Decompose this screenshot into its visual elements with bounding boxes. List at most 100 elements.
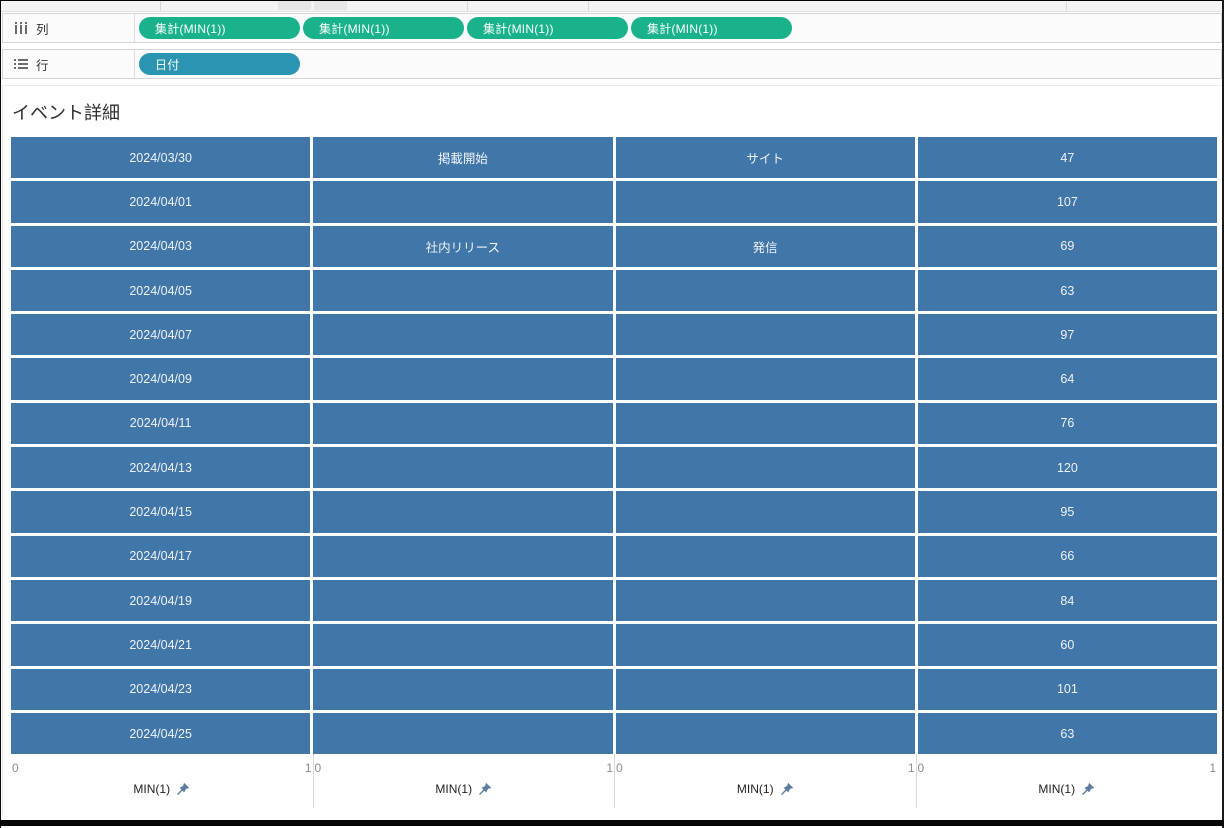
pin-icon[interactable] xyxy=(478,782,492,796)
columns-shelf-label-text: 列 xyxy=(36,22,49,37)
mark-bar[interactable] xyxy=(313,712,613,755)
mark-bar[interactable]: 2024/04/01 xyxy=(11,181,311,223)
mark-bar[interactable] xyxy=(313,668,613,710)
mark-bar[interactable] xyxy=(313,269,613,312)
mark-bar[interactable]: 2024/04/25 xyxy=(11,712,311,755)
pill-aggregate-min1[interactable]: 集計(MIN(1)) xyxy=(139,17,300,39)
sheet-title: イベント詳細 xyxy=(12,103,120,123)
columns-shelf-pills[interactable]: 集計(MIN(1)) 集計(MIN(1)) 集計(MIN(1)) 集計(MIN(1)) xyxy=(135,17,1221,39)
axis-title-text: MIN(1) xyxy=(435,782,473,797)
mark-bar[interactable] xyxy=(313,491,613,533)
axis-tick-min: 0 xyxy=(616,761,623,776)
mark-bar[interactable] xyxy=(615,579,915,622)
toolbar-divider xyxy=(1066,1,1067,11)
mark-bar[interactable]: 120 xyxy=(917,447,1217,489)
pin-icon[interactable] xyxy=(1081,782,1095,796)
pin-icon[interactable] xyxy=(780,782,794,796)
rows-shelf-pills[interactable]: 日付 xyxy=(135,53,1221,75)
mark-bar[interactable] xyxy=(615,358,915,400)
columns-shelf-label: 列 xyxy=(3,14,135,42)
mark-bar[interactable] xyxy=(615,181,915,223)
mark-bar[interactable] xyxy=(313,579,613,622)
mark-bar[interactable]: 63 xyxy=(917,269,1217,312)
mark-bar[interactable]: 2024/04/15 xyxy=(11,491,311,533)
mark-bar[interactable]: 2024/04/19 xyxy=(11,579,311,622)
mark-bar[interactable]: 2024/04/11 xyxy=(11,402,311,445)
toolbar-cutoff-strip xyxy=(0,0,1224,12)
mark-bar[interactable]: 60 xyxy=(917,624,1217,666)
marks-table: 2024/03/30 掲載開始 サイト 47 2024/04/01 107 2024/04/… xyxy=(11,137,1217,755)
mark-bar[interactable]: 2024/04/21 xyxy=(11,624,311,666)
axis-tick-max: 1 xyxy=(1209,761,1216,776)
mark-bar[interactable]: 63 xyxy=(917,712,1217,755)
mark-bar[interactable]: 2024/04/17 xyxy=(11,535,311,577)
mark-bar[interactable]: 76 xyxy=(917,402,1217,445)
mark-bar[interactable]: 101 xyxy=(917,668,1217,710)
mark-bar[interactable] xyxy=(615,535,915,577)
mark-bar[interactable]: 97 xyxy=(917,314,1217,356)
pill-aggregate-min1[interactable]: 集計(MIN(1)) xyxy=(467,17,628,39)
mark-bar[interactable]: 社内リリース xyxy=(313,225,613,267)
pill-aggregate-min1[interactable]: 集計(MIN(1)) xyxy=(303,17,464,39)
mark-bar[interactable]: 2024/04/23 xyxy=(11,668,311,710)
rows-icon xyxy=(14,59,28,69)
axis-pane: 0 1 MIN(1) xyxy=(614,754,916,809)
window-left-edge xyxy=(0,0,1,828)
mark-bar[interactable] xyxy=(615,668,915,710)
axis-tick-max: 1 xyxy=(606,761,613,776)
pin-icon[interactable] xyxy=(176,782,190,796)
mark-bar[interactable] xyxy=(615,402,915,445)
window-bottom-edge xyxy=(0,820,1224,826)
mark-bar[interactable]: 64 xyxy=(917,358,1217,400)
mark-bar[interactable]: 2024/04/13 xyxy=(11,447,311,489)
mark-bar[interactable] xyxy=(615,314,915,356)
mark-bar[interactable] xyxy=(313,314,613,356)
axis-pane: 0 1 MIN(1) xyxy=(312,754,615,809)
rows-shelf-label-text: 行 xyxy=(36,58,49,73)
axis-title-text: MIN(1) xyxy=(736,782,774,797)
axis-row: 0 1 MIN(1) 0 1 MIN(1) 0 1 MIN(1) 0 1 MIN(1) xyxy=(11,754,1218,809)
mark-bar[interactable]: 95 xyxy=(917,491,1217,533)
mark-bar[interactable]: 発信 xyxy=(615,225,915,267)
window-right-edge xyxy=(1222,0,1224,828)
mark-bar[interactable]: 2024/04/09 xyxy=(11,358,311,400)
mark-bar[interactable]: 2024/04/05 xyxy=(11,269,311,312)
mark-bar[interactable] xyxy=(615,491,915,533)
mark-bar[interactable]: 69 xyxy=(917,225,1217,267)
mark-bar[interactable] xyxy=(313,402,613,445)
mark-bar[interactable]: 2024/04/03 xyxy=(11,225,311,267)
pill-aggregate-min1[interactable]: 集計(MIN(1)) xyxy=(631,17,792,39)
mark-bar[interactable] xyxy=(313,535,613,577)
toolbar-remnant-chip xyxy=(314,1,347,10)
mark-bar[interactable] xyxy=(615,269,915,312)
mark-bar[interactable] xyxy=(313,181,613,223)
mark-bar[interactable]: サイト xyxy=(615,137,915,179)
mark-bar[interactable] xyxy=(313,447,613,489)
axis-title: MIN(1) xyxy=(314,782,615,796)
toolbar-remnant-chip xyxy=(278,1,311,10)
axis-tick-max: 1 xyxy=(907,761,915,776)
mark-bar[interactable] xyxy=(615,624,915,666)
mark-bar[interactable]: 47 xyxy=(917,137,1217,179)
axis-title: MIN(1) xyxy=(615,782,916,796)
mark-bar[interactable]: 84 xyxy=(917,579,1217,622)
mark-bar[interactable] xyxy=(313,358,613,400)
mark-bar[interactable] xyxy=(615,447,915,489)
mark-bar[interactable]: 掲載開始 xyxy=(313,137,613,179)
worksheet-view: イベント詳細 2024/03/30 掲載開始 サイト 47 2024/04/01 107 2… xyxy=(2,85,1222,815)
rows-shelf: 行 日付 xyxy=(2,49,1222,79)
toolbar-divider xyxy=(588,1,589,11)
mark-bar[interactable]: 66 xyxy=(917,535,1217,577)
axis-title: MIN(1) xyxy=(917,782,1218,796)
mark-bar[interactable] xyxy=(313,624,613,666)
mark-bar[interactable]: 107 xyxy=(917,181,1217,223)
axis-tick-max: 1 xyxy=(304,761,312,776)
mark-bar[interactable]: 2024/04/07 xyxy=(11,314,311,356)
pill-date-field[interactable]: 日付 xyxy=(139,53,300,75)
mark-bar[interactable]: 2024/03/30 xyxy=(11,137,311,179)
axis-title: MIN(1) xyxy=(11,782,313,796)
mark-bar[interactable] xyxy=(615,712,915,755)
